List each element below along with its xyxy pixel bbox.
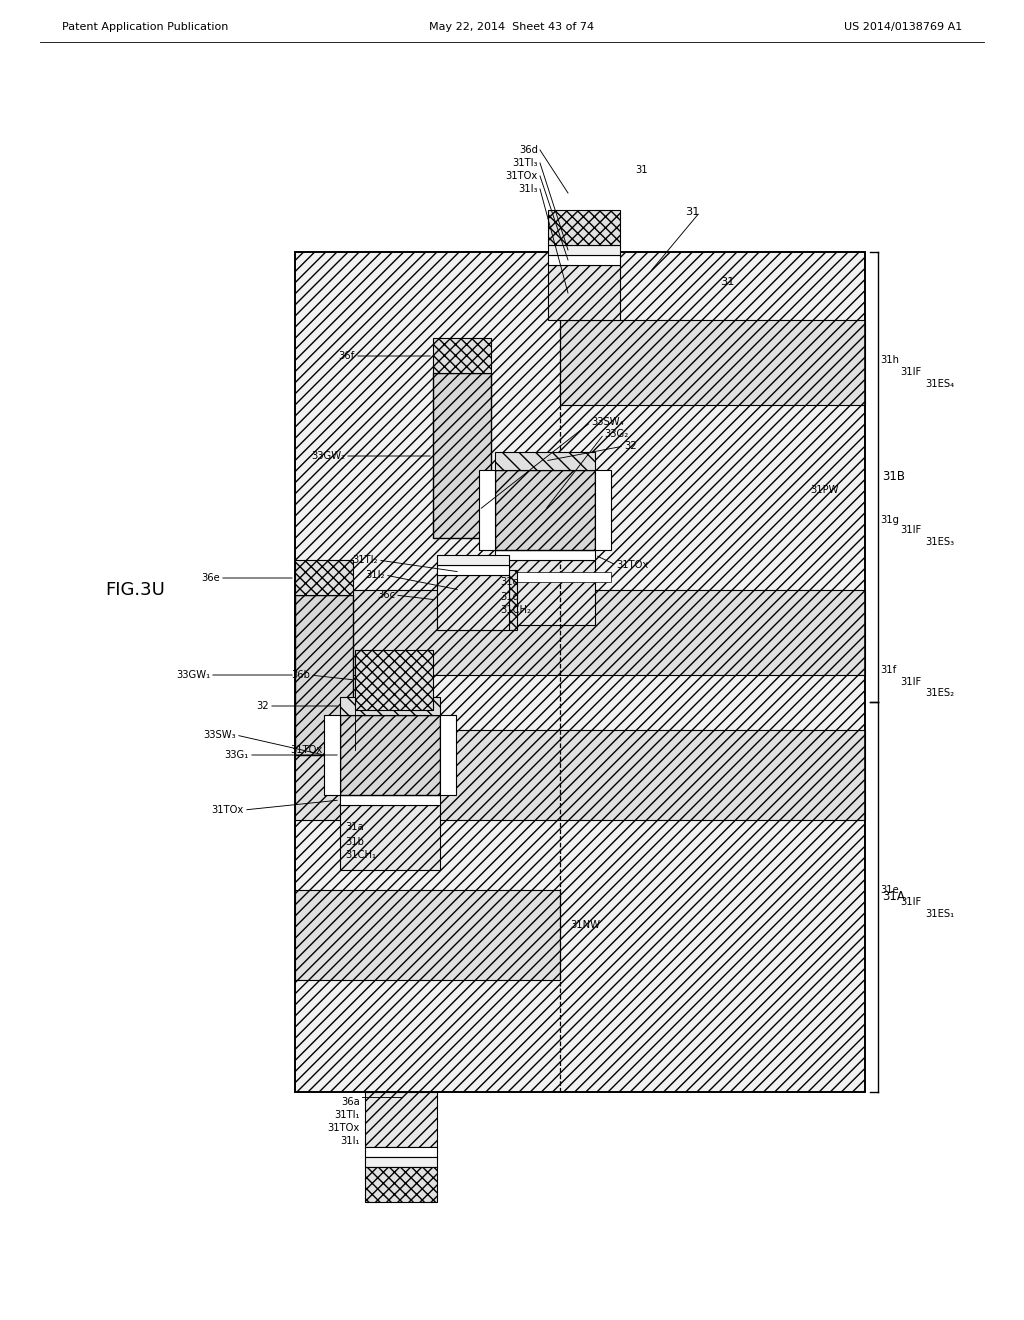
Bar [437, 576, 509, 630]
Text: 31PW: 31PW [810, 484, 839, 495]
Bar [340, 805, 440, 870]
Bar [340, 715, 440, 795]
Text: 31: 31 [685, 207, 700, 216]
Text: 31TOx: 31TOx [328, 1123, 360, 1133]
Bar [295, 595, 353, 755]
Bar [365, 1158, 437, 1167]
Text: 33SW₄: 33SW₄ [591, 417, 624, 426]
Bar [295, 890, 560, 979]
Text: 32: 32 [256, 701, 269, 711]
Bar [548, 265, 620, 319]
Bar [479, 470, 495, 550]
Bar [295, 730, 865, 820]
Bar [595, 470, 611, 550]
Text: 36b: 36b [291, 671, 310, 680]
Bar [437, 554, 509, 565]
Text: 31: 31 [635, 165, 647, 176]
Text: 31CH₁: 31CH₁ [345, 850, 376, 861]
Bar [295, 590, 865, 675]
Bar [479, 572, 611, 582]
Text: 31TI₂: 31TI₂ [352, 554, 378, 565]
Bar [495, 470, 595, 550]
Bar [548, 255, 620, 265]
Text: 31I₁: 31I₁ [341, 1137, 360, 1146]
Bar [548, 246, 620, 255]
Text: 31TOx: 31TOx [506, 172, 538, 181]
Bar [433, 374, 490, 539]
Text: 31TI₁: 31TI₁ [335, 1110, 360, 1119]
Text: 31I₃: 31I₃ [518, 183, 538, 194]
Bar [355, 649, 433, 710]
Bar [560, 319, 865, 405]
Text: 31ES₂: 31ES₂ [925, 688, 954, 698]
Bar [295, 252, 865, 1092]
Bar [440, 715, 456, 795]
Text: 36e: 36e [202, 573, 220, 583]
Bar [365, 1167, 437, 1203]
Text: 31ES₄: 31ES₄ [925, 379, 954, 389]
Text: Patent Application Publication: Patent Application Publication [62, 22, 228, 32]
Text: 36c: 36c [377, 590, 395, 601]
Text: 31: 31 [720, 277, 734, 286]
Bar [437, 565, 509, 576]
Text: 33SW₃: 33SW₃ [204, 730, 236, 741]
Text: 31TI₃: 31TI₃ [512, 158, 538, 168]
Text: 31CH₂: 31CH₂ [500, 605, 531, 615]
Text: 31c: 31c [500, 577, 518, 587]
Text: 31TOx: 31TOx [290, 744, 323, 755]
Bar [365, 1092, 437, 1147]
Text: 33G₂: 33G₂ [604, 429, 629, 440]
Text: 31f: 31f [880, 665, 896, 675]
Text: 31d: 31d [500, 591, 519, 602]
Text: FIG.3U: FIG.3U [105, 581, 165, 599]
Text: 31B: 31B [882, 470, 905, 483]
Bar [548, 210, 620, 246]
Text: May 22, 2014  Sheet 43 of 74: May 22, 2014 Sheet 43 of 74 [429, 22, 595, 32]
Bar [340, 795, 440, 805]
Bar [437, 570, 517, 630]
Text: 31TOx: 31TOx [616, 560, 648, 570]
Text: 31a: 31a [345, 822, 364, 832]
Text: 36a: 36a [341, 1097, 360, 1107]
Bar [433, 338, 490, 374]
Text: 31IF: 31IF [900, 367, 922, 378]
Text: 31IF: 31IF [900, 677, 922, 686]
Text: 32: 32 [624, 441, 637, 451]
Text: 31IF: 31IF [900, 898, 922, 907]
Text: 31IF: 31IF [900, 525, 922, 535]
Text: 33G₁: 33G₁ [224, 750, 249, 760]
Text: US 2014/0138769 A1: US 2014/0138769 A1 [844, 22, 962, 32]
Bar [495, 451, 595, 470]
Text: 31ES₃: 31ES₃ [925, 537, 954, 546]
Text: 31NW: 31NW [570, 920, 600, 931]
Text: 31h: 31h [880, 355, 899, 366]
Text: 31e: 31e [880, 884, 899, 895]
Text: 31ES₁: 31ES₁ [925, 909, 954, 919]
Bar [340, 697, 440, 715]
Bar [295, 252, 865, 1092]
Text: 31A: 31A [882, 891, 905, 903]
Bar [295, 560, 353, 595]
Text: 36d: 36d [519, 145, 538, 154]
Text: 31b: 31b [345, 837, 364, 847]
Text: 31I₂: 31I₂ [366, 570, 385, 579]
Bar [324, 715, 340, 795]
Bar [495, 560, 595, 624]
Text: 33GW₂: 33GW₂ [311, 451, 345, 461]
Text: 36f: 36f [339, 351, 355, 360]
Text: 31TOx: 31TOx [212, 805, 244, 814]
Bar [365, 1147, 437, 1158]
Text: 33GW₁: 33GW₁ [176, 671, 210, 680]
Text: 31g: 31g [880, 515, 899, 525]
Bar [495, 550, 595, 560]
